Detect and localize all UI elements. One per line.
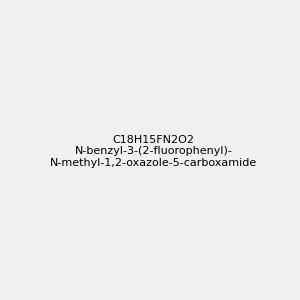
Text: C18H15FN2O2
N-benzyl-3-(2-fluorophenyl)-
N-methyl-1,2-oxazole-5-carboxamide: C18H15FN2O2 N-benzyl-3-(2-fluorophenyl)-… [50, 135, 257, 168]
